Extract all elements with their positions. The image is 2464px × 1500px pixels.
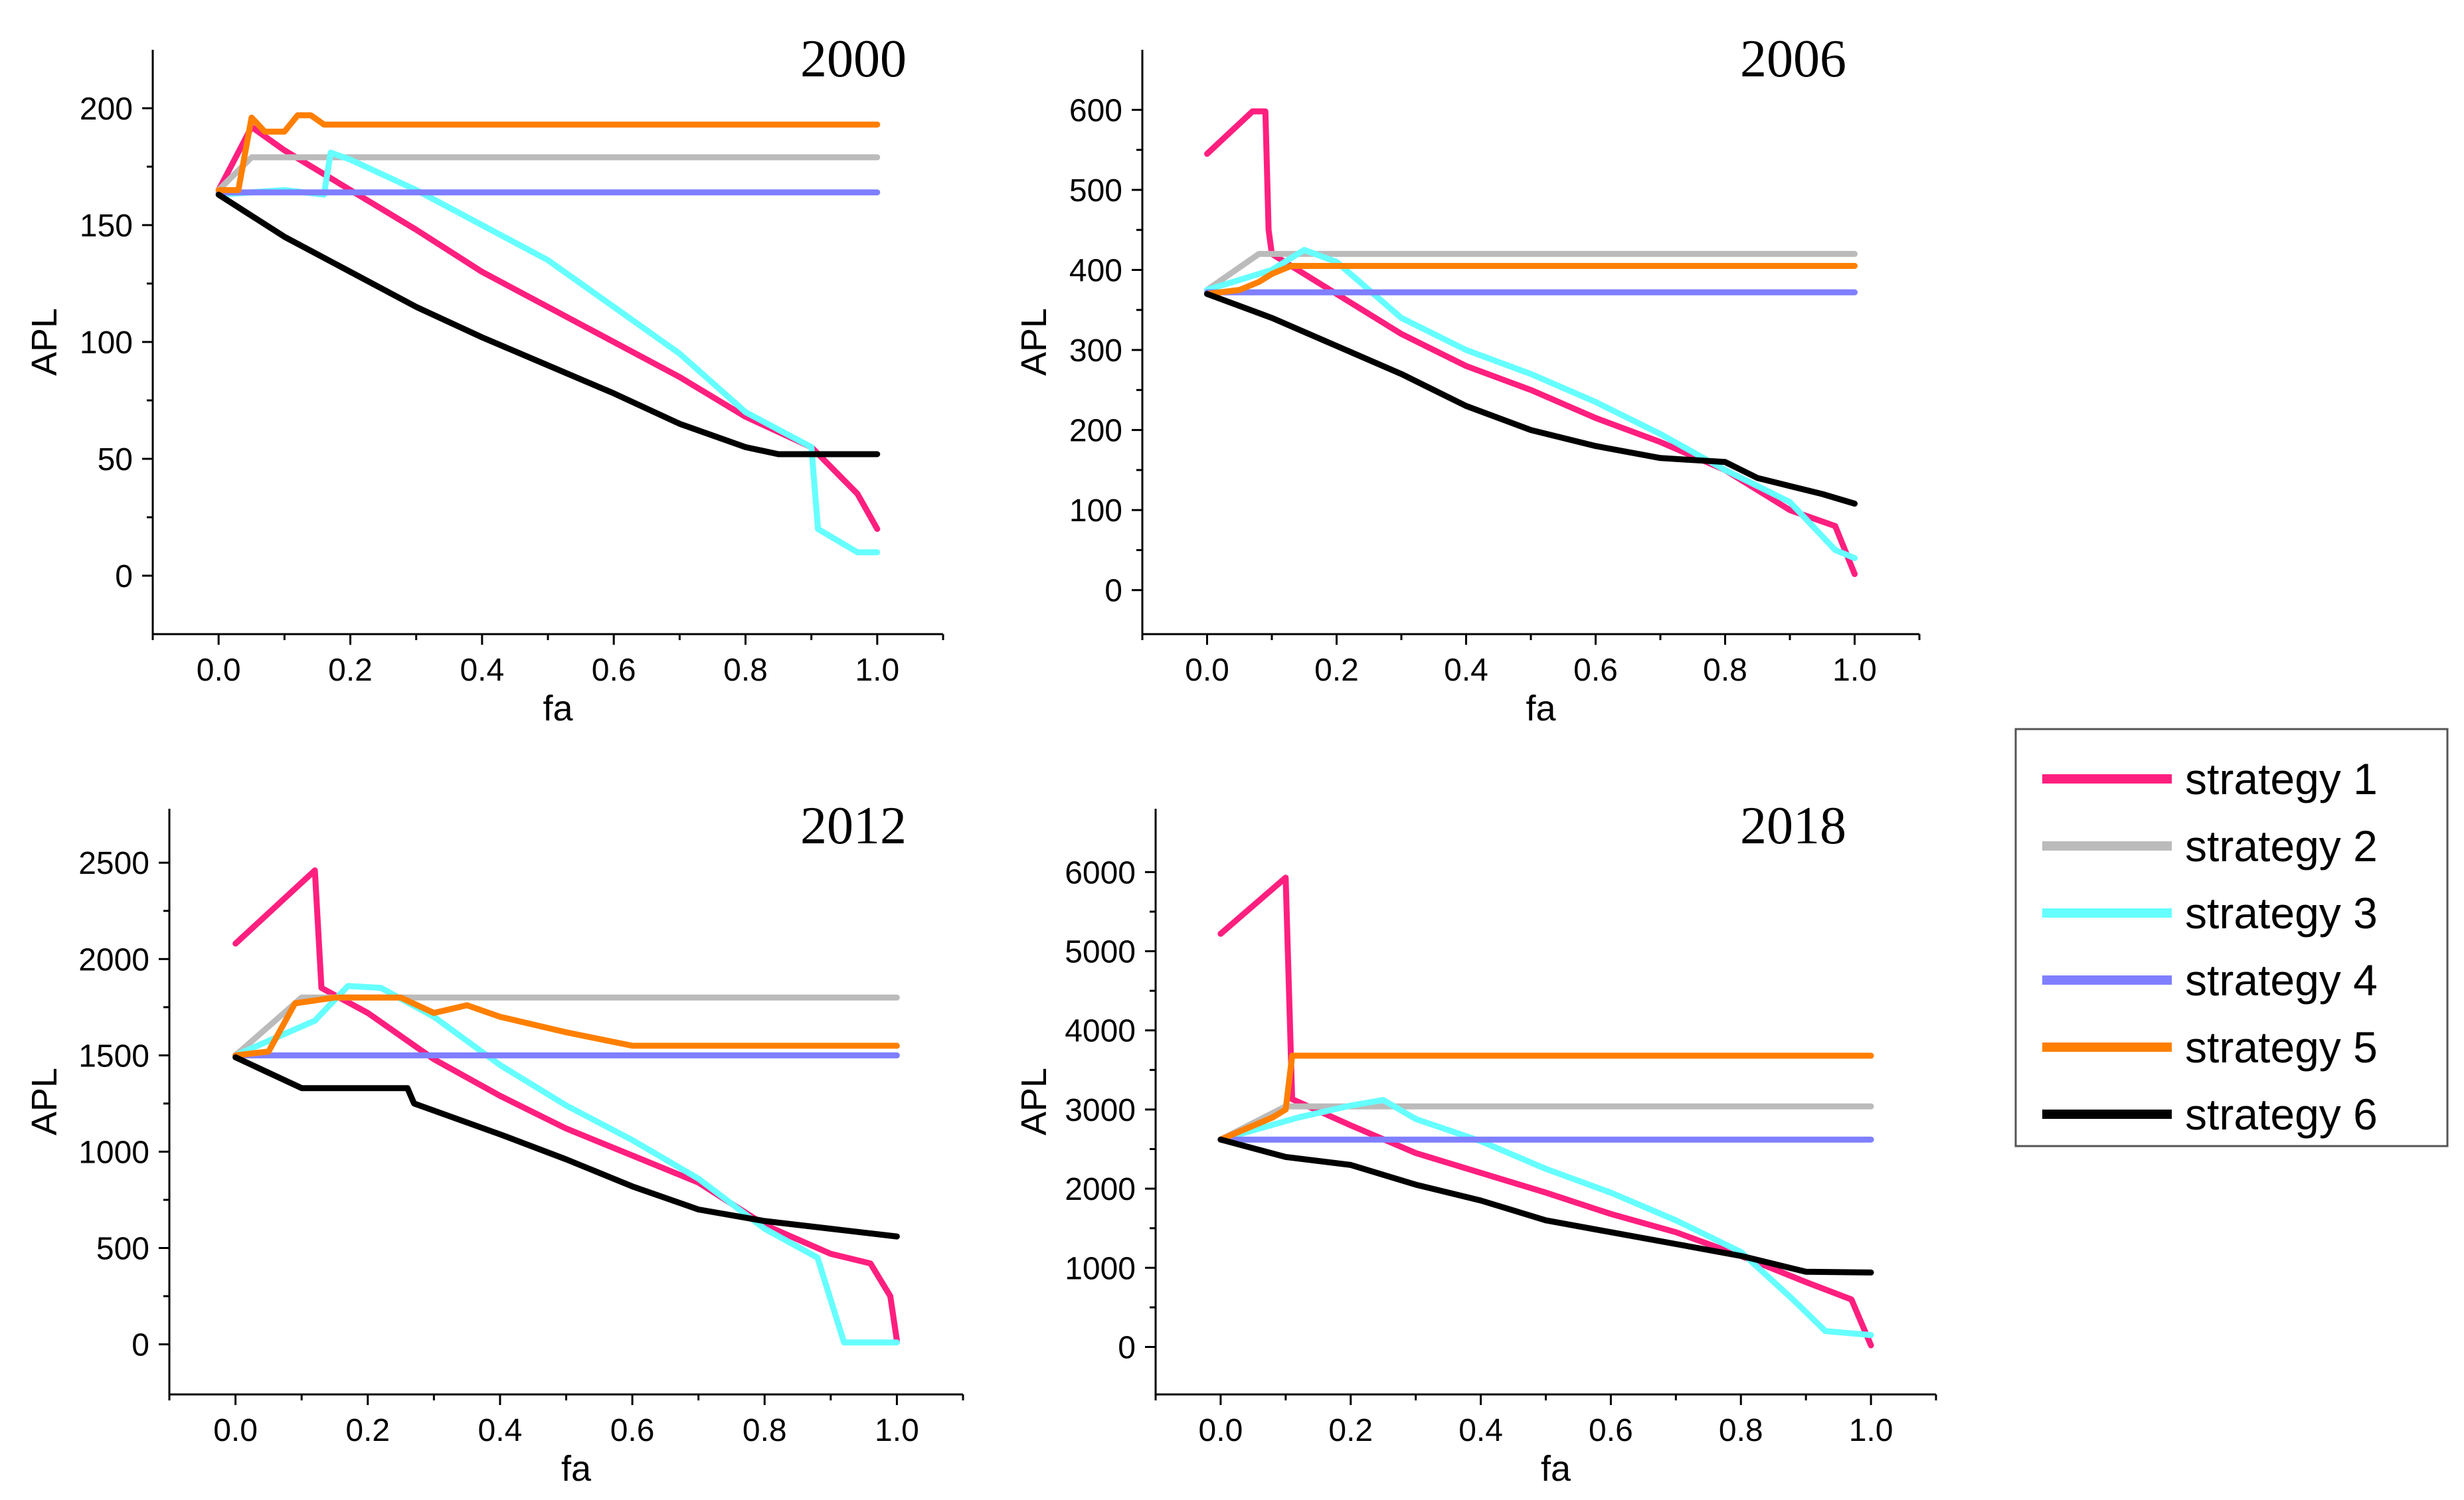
x-tick-label: 0.2 xyxy=(1314,653,1359,688)
y-tick-label: 0 xyxy=(1104,574,1122,609)
x-tick-label: 0.0 xyxy=(1185,653,1229,688)
chart-panel-2018: 0 1000 2000 3000 4000 5000 6000 0.0 0.2 0.4 0.6 0.8… xyxy=(1014,797,1937,1489)
x-tick-label: 0.0 xyxy=(1199,1413,1243,1448)
x-tick-label: 0.4 xyxy=(1458,1413,1503,1448)
legend-label-strategy-3: strategy 3 xyxy=(2185,888,2378,938)
y-tick-label: 5000 xyxy=(1065,935,1136,970)
x-tick-label: 1.0 xyxy=(855,653,899,688)
y-tick-label: 3000 xyxy=(1065,1093,1136,1128)
y-tick-label: 4000 xyxy=(1065,1014,1136,1049)
y-tick-label: 50 xyxy=(98,442,133,477)
legend-entry-strategy-2: strategy 2 xyxy=(2042,821,2378,871)
series-line-strategy-5 xyxy=(1217,1052,1874,1143)
x-tick-label: 0.2 xyxy=(1328,1413,1373,1448)
series-line-strategy-5 xyxy=(232,994,900,1058)
legend-label-strategy-1: strategy 1 xyxy=(2185,754,2378,803)
series-line-strategy-6 xyxy=(1217,1136,1874,1276)
series-line-strategy-3 xyxy=(232,983,900,1346)
x-tick-label: 0.6 xyxy=(1589,1413,1633,1448)
x-axis-title: fa xyxy=(1541,1449,1571,1489)
series-line-strategy-3 xyxy=(215,149,881,556)
x-tick-label: 0.2 xyxy=(328,653,373,688)
x-tick-label: 0.0 xyxy=(197,653,241,688)
legend-box xyxy=(2014,728,2449,1147)
y-tick-label: 300 xyxy=(1069,333,1122,369)
y-tick-label: 500 xyxy=(96,1232,149,1267)
x-tick-label: 0.2 xyxy=(345,1413,390,1448)
legend-entry-strategy-3: strategy 3 xyxy=(2042,888,2378,938)
y-axis-title: APL xyxy=(25,308,64,376)
x-axis-title: fa xyxy=(561,1449,592,1489)
x-tick-label: 0.4 xyxy=(478,1413,523,1448)
y-axis-title: APL xyxy=(1014,308,1054,376)
legend-entry-strategy-5: strategy 5 xyxy=(2042,1023,2378,1072)
x-tick-label: 1.0 xyxy=(1832,653,1877,688)
y-tick-label: 500 xyxy=(1069,173,1122,208)
y-axis-title: APL xyxy=(25,1068,64,1135)
y-tick-label: 400 xyxy=(1069,254,1122,289)
y-tick-label: 2000 xyxy=(1065,1172,1136,1207)
x-tick-label: 0.8 xyxy=(1719,1413,1763,1448)
series-line-strategy-5 xyxy=(1204,263,1858,297)
legend-label-strategy-4: strategy 4 xyxy=(2185,956,2378,1005)
x-axis-title: fa xyxy=(1526,689,1556,728)
y-tick-label: 0 xyxy=(132,1328,149,1363)
y-tick-label: 1000 xyxy=(1065,1251,1136,1286)
series-line-strategy-6 xyxy=(1204,291,1858,507)
y-tick-label: 1000 xyxy=(78,1135,149,1170)
legend-label-strategy-6: strategy 6 xyxy=(2185,1090,2378,1139)
y-tick-label: 100 xyxy=(1069,493,1122,529)
series-line-strategy-2 xyxy=(232,994,900,1058)
legend-entry-strategy-4: strategy 4 xyxy=(2042,956,2378,1005)
x-tick-label: 1.0 xyxy=(1849,1413,1893,1448)
x-tick-label: 0.8 xyxy=(723,653,768,688)
series-line-strategy-1 xyxy=(1204,108,1858,578)
x-tick-label: 0.4 xyxy=(1444,653,1488,688)
panel-title: 2006 xyxy=(1740,30,1846,88)
y-tick-label: 200 xyxy=(1069,414,1122,449)
legend-label-strategy-5: strategy 5 xyxy=(2185,1023,2378,1072)
series-line-strategy-1 xyxy=(1217,875,1874,1349)
y-tick-label: 1500 xyxy=(78,1039,149,1074)
y-tick-label: 2000 xyxy=(78,942,149,977)
series-line-strategy-3 xyxy=(1204,246,1858,561)
x-tick-label: 0.4 xyxy=(460,653,504,688)
y-tick-label: 150 xyxy=(80,208,133,244)
series-line-strategy-1 xyxy=(215,124,881,533)
series-line-strategy-2 xyxy=(215,154,881,193)
x-tick-label: 0.8 xyxy=(743,1413,787,1448)
y-axis-title: APL xyxy=(1014,1068,1054,1135)
legend: strategy 1 strategy 2 strategy 3 strateg… xyxy=(2014,728,2449,1147)
series-line-strategy-3 xyxy=(1217,1097,1874,1339)
panel-title: 2000 xyxy=(800,30,907,88)
panel-title: 2012 xyxy=(800,797,907,855)
panel-title: 2018 xyxy=(1740,797,1846,855)
legend-label-strategy-2: strategy 2 xyxy=(2185,821,2378,871)
chart-panel-2012: 0 500 1000 1500 2000 2500 0.0 0.2 0.4 0.6 0.8 1.0 fa… xyxy=(25,797,964,1489)
x-tick-label: 0.0 xyxy=(213,1413,258,1448)
chart-panel-2000: 0 50 100 150 200 0.0 0.2 0.4 0.6 0.8 1.0 fa APL 2000 xyxy=(25,30,944,728)
x-tick-label: 0.8 xyxy=(1703,653,1747,688)
x-tick-label: 0.6 xyxy=(592,653,636,688)
y-tick-label: 200 xyxy=(80,92,133,127)
y-tick-label: 0 xyxy=(115,559,133,594)
series-line-strategy-1 xyxy=(232,867,900,1344)
legend-entry-strategy-1: strategy 1 xyxy=(2042,754,2378,803)
x-tick-label: 1.0 xyxy=(875,1413,919,1448)
legend-entry-strategy-6: strategy 6 xyxy=(2042,1090,2378,1139)
series-line-strategy-6 xyxy=(215,191,881,458)
series-line-strategy-2 xyxy=(1204,250,1858,293)
chart-panel-2006: 0 100 200 300 400 500 600 0.0 0.2 0.4 0.6 0.8 1.0 fa A… xyxy=(1014,30,1921,728)
y-tick-label: 6000 xyxy=(1065,855,1136,890)
y-tick-label: 0 xyxy=(1118,1330,1136,1365)
x-axis-title: fa xyxy=(543,689,573,728)
x-tick-label: 0.6 xyxy=(1573,653,1618,688)
y-tick-label: 100 xyxy=(80,325,133,361)
series-line-strategy-6 xyxy=(232,1054,900,1240)
y-tick-label: 2500 xyxy=(78,846,149,881)
y-tick-label: 600 xyxy=(1069,93,1122,128)
series-line-strategy-5 xyxy=(215,112,881,193)
x-tick-label: 0.6 xyxy=(610,1413,655,1448)
